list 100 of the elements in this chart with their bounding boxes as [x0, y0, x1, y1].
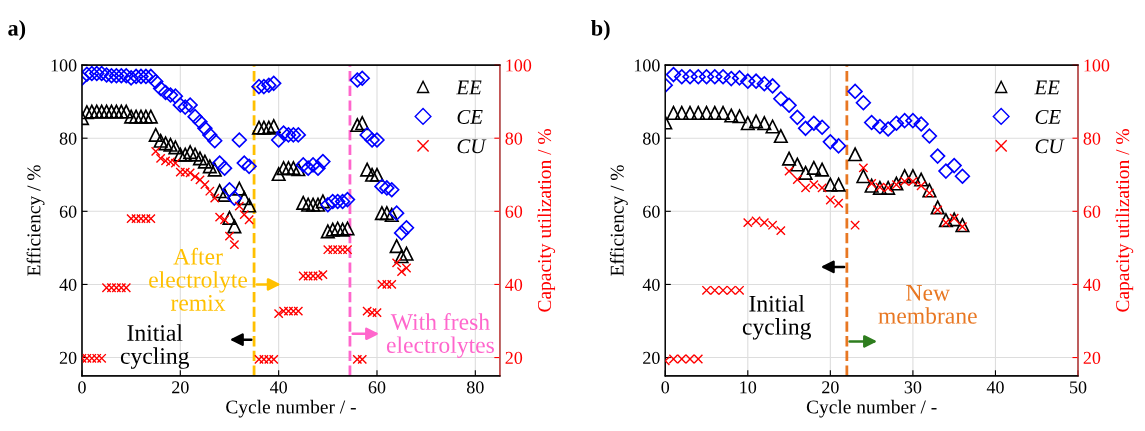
y-tick-label: 80 [643, 132, 660, 145]
point [922, 183, 937, 198]
point [822, 134, 839, 150]
point [748, 114, 764, 129]
y2-tick-label: 100 [1084, 59, 1110, 72]
point [830, 138, 847, 154]
point [773, 128, 788, 144]
point [858, 162, 869, 173]
point [732, 109, 747, 124]
annotation: Initial cycling [120, 324, 190, 369]
y2-tick-label: 80 [1083, 132, 1101, 145]
chart-title: b) [591, 20, 610, 41]
point [781, 151, 797, 166]
point [775, 225, 786, 236]
point [856, 169, 871, 184]
point [723, 70, 739, 87]
point [921, 128, 938, 144]
point [798, 165, 813, 181]
point [914, 172, 929, 187]
y-tick-label: 20 [59, 351, 77, 364]
point [848, 147, 863, 162]
point [691, 105, 706, 121]
y2-axis-title: Capacity utilization / % [537, 129, 556, 312]
point [773, 91, 789, 107]
annotation: New membrane [878, 285, 977, 324]
x-tick-label: 0 [661, 381, 670, 394]
point [764, 78, 781, 94]
point [896, 112, 913, 129]
y2-tick-label: 20 [1083, 351, 1101, 364]
point [872, 118, 888, 135]
point [938, 213, 954, 228]
point [929, 148, 946, 164]
point [665, 66, 682, 83]
point [789, 109, 806, 126]
x-axis-title: Cycle number / - [226, 399, 356, 418]
point [757, 116, 772, 131]
point [724, 108, 739, 123]
y-tick-label: 60 [643, 205, 660, 218]
point [930, 200, 945, 215]
legend-label: CE [457, 109, 483, 124]
point [831, 177, 846, 192]
point [806, 160, 821, 175]
point [850, 220, 860, 231]
y2-tick-label: 60 [505, 205, 523, 218]
y-tick-label: 20 [643, 351, 660, 364]
y2-tick-label: 100 [506, 59, 532, 72]
point [699, 105, 714, 121]
point [674, 69, 690, 85]
x-tick-label: 40 [269, 381, 287, 394]
point [666, 105, 681, 121]
chart-title: a) [8, 20, 26, 41]
y-axis-title: Efficiency / % [26, 165, 45, 276]
point [938, 163, 954, 179]
point [690, 69, 706, 85]
point [913, 116, 929, 132]
legend-label: CU [1035, 139, 1065, 154]
point [756, 76, 773, 92]
y2-tick-label: 40 [505, 278, 523, 291]
point [916, 180, 927, 191]
point [765, 119, 780, 134]
annotation: After electrolyte remix [149, 247, 248, 311]
point [748, 73, 764, 89]
point [674, 105, 689, 121]
point [863, 114, 880, 131]
point [880, 121, 896, 137]
point [814, 119, 830, 135]
x-tick-label: 30 [904, 381, 922, 394]
point [954, 168, 971, 184]
point [888, 115, 905, 131]
point [855, 95, 872, 111]
y-axis-title: Efficiency / % [609, 165, 628, 276]
point [806, 115, 822, 131]
x-tick-label: 40 [986, 381, 1004, 394]
x-axis-title: Cycle number / - [806, 399, 937, 418]
y2-tick-label: 40 [1083, 278, 1101, 291]
point [864, 178, 879, 193]
legend-label: EE [456, 80, 482, 95]
x-tick-label: 10 [740, 381, 757, 394]
y2-tick-label: 80 [505, 132, 523, 145]
x-tick-label: 20 [172, 381, 189, 394]
point [946, 157, 962, 174]
point [815, 162, 830, 177]
y-tick-label: 40 [59, 278, 77, 291]
y-tick-label: 60 [59, 205, 77, 218]
x-tick-label: 80 [466, 381, 484, 394]
point [740, 116, 755, 131]
x-tick-label: 20 [822, 381, 839, 394]
legend-label: EE [1034, 80, 1060, 95]
legend-label: CU [457, 139, 487, 154]
point [698, 69, 715, 85]
point [682, 105, 698, 121]
point [905, 112, 921, 129]
y2-axis-title: Capacity utilization / % [1115, 129, 1134, 312]
y-tick-label: 100 [51, 59, 77, 72]
point [707, 105, 722, 121]
point [707, 69, 723, 85]
point [781, 97, 797, 114]
x-tick-label: 60 [368, 381, 386, 394]
legend-label: CE [1035, 109, 1061, 124]
point [715, 69, 731, 85]
